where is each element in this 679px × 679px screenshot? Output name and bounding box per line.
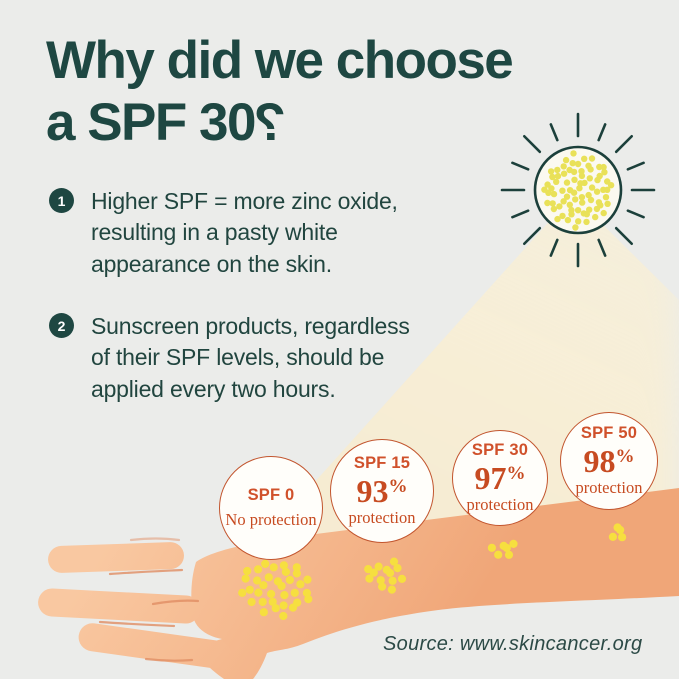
spf-50-percent: 98% bbox=[583, 443, 635, 480]
spf-0-caption: No protection bbox=[225, 510, 317, 530]
title-line-1: Why did we choose bbox=[46, 31, 514, 90]
point-1: 1 Higher SPF = more zinc oxide, resultin… bbox=[49, 186, 398, 280]
spf-15-circle: SPF 15 93% protection bbox=[330, 439, 434, 543]
point-2: 2 Sunscreen products, regardless of thei… bbox=[49, 311, 410, 405]
spf-50-label: SPF 50 bbox=[580, 424, 638, 443]
spf-30-caption: protection bbox=[466, 495, 534, 515]
spf-0-circle: SPF 0 No protection bbox=[219, 456, 323, 560]
source-credit: Source: www.skincancer.org bbox=[383, 633, 643, 655]
skin-creases bbox=[98, 537, 200, 662]
spf-50-circle: SPF 50 98% protection bbox=[560, 412, 658, 510]
spf-30-label: SPF 30 bbox=[471, 441, 529, 460]
mirrored-question-mark: ? bbox=[254, 93, 286, 152]
spf-30-circle: SPF 30 97% protection bbox=[452, 430, 548, 526]
point-1-number-badge: 1 bbox=[49, 188, 74, 213]
title-line-2: a SPF 30? bbox=[46, 93, 286, 152]
spf-15-caption: protection bbox=[348, 508, 416, 528]
point-2-text: Sunscreen products, regardless of their … bbox=[91, 313, 410, 402]
point-2-number-badge: 2 bbox=[49, 313, 74, 338]
page-title: Why did we choose a SPF 30? bbox=[46, 30, 514, 154]
spf-0-label: SPF 0 bbox=[247, 486, 295, 505]
point-1-text: Higher SPF = more zinc oxide, resulting … bbox=[91, 188, 398, 277]
spf-50-caption: protection bbox=[575, 478, 643, 498]
spf-15-percent: 93% bbox=[356, 473, 408, 510]
spf-30-percent: 97% bbox=[474, 460, 526, 497]
spf-15-label: SPF 15 bbox=[353, 454, 411, 473]
